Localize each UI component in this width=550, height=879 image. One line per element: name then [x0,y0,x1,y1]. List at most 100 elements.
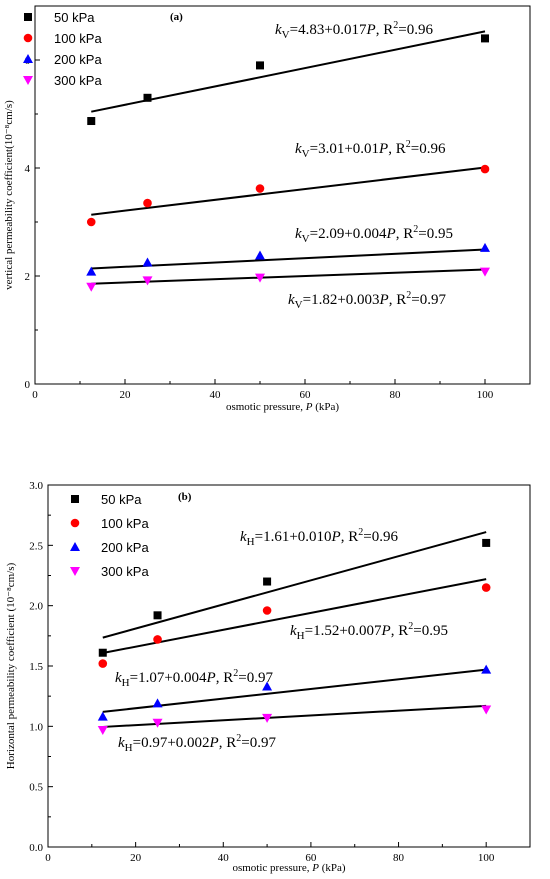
data-point [152,698,163,708]
chart-panel-1: 0 20 40 60 80 100 0.0 0.5 1.0 1.5 2.0 2.5 3.0 osmotic… [5,480,531,874]
data-point [256,61,264,70]
x-tick-label: 20 [120,389,132,401]
data-point [255,184,265,193]
y-axis-label: Horizontal permeability coefficient (10⁻… [5,562,17,769]
fit-equation: kH=1.07+0.004P, R2=0.97 [115,668,273,689]
x-tick-label: 100 [477,389,494,401]
data-point [262,713,273,723]
fit-equation: kH=0.97+0.002P, R2=0.97 [118,733,276,754]
x-tick-label: 40 [218,852,230,864]
fit-line [91,248,486,270]
series-1 [86,164,490,227]
y-tick-label: 1.5 [29,661,43,673]
data-point [480,267,490,277]
x-tick-label: 80 [390,389,402,401]
data-point [97,725,108,735]
data-point [152,718,163,728]
x-tick-label: 40 [210,389,222,401]
data-point [480,164,490,174]
x-tick-label: 60 [305,852,317,864]
data-point [481,664,492,674]
fit-line [102,531,487,639]
y-tick-label: 0.5 [29,782,43,794]
data-point [255,250,265,260]
fit-equation: kH=1.61+0.010P, R2=0.96 [240,527,398,548]
data-point [143,198,152,208]
data-point [86,217,96,227]
y-axis-label: vertical permeability coefficient(10⁻⁸cm… [3,100,15,290]
y-tick-label: 2 [25,271,31,283]
x-tick-label: 100 [478,852,495,864]
legend-label: 200 kPa [54,52,102,67]
legend-marker [71,495,79,503]
y-tick-label: 1.0 [29,721,43,733]
legend-marker [70,567,80,576]
fit-equation: kV=1.82+0.003P, R2=0.97 [288,290,446,311]
data-point [86,282,97,292]
data-point [480,242,490,252]
legend-marker [70,518,80,528]
data-point [97,711,108,721]
y-tick-label: 0 [25,379,31,391]
data-point [481,705,492,715]
series-1 [98,578,491,668]
y-tick-label: 2.5 [29,540,43,552]
x-tick-label: 0 [32,389,38,401]
series-3 [86,267,490,292]
legend-marker [23,76,33,85]
data-point [86,266,97,276]
data-point [142,257,153,267]
legend-label: 300 kPa [54,73,102,88]
y-tick-label: 0.0 [29,842,43,854]
legend-marker [23,54,33,63]
data-point [262,606,272,615]
legend-label: 100 kPa [54,31,102,46]
y-tick-label: 2.0 [29,601,43,613]
data-point [98,659,108,668]
data-point [143,93,152,102]
legend-label: 50 kPa [101,492,142,507]
x-axis-label: osmotic pressure, P (kPa) [232,862,345,874]
data-point [87,117,96,126]
x-tick-label: 60 [300,389,312,401]
fit-line [102,578,487,655]
panel-label: (b) [178,491,192,503]
data-point [481,583,491,592]
legend-marker [23,33,33,43]
chart-panel-0: 0204060801000246osmotic pressure, P (kPa… [3,5,531,413]
series-0 [87,30,489,126]
fit-equation: kV=2.09+0.004P, R2=0.95 [295,224,453,245]
fit-line [91,30,486,113]
data-point [482,538,491,547]
series-2 [86,242,490,276]
fit-line [91,166,486,216]
data-point [153,611,162,620]
data-point [153,635,162,644]
panel-label: (a) [170,11,183,23]
x-axis-label: osmotic pressure, P (kPa) [226,401,339,413]
series-2 [97,664,492,721]
fit-equation: kV=4.83+0.017P, R2=0.96 [275,20,433,41]
legend-label: 300 kPa [101,564,149,579]
data-point [142,276,153,286]
y-tick-label: 3.0 [29,480,43,492]
data-point [263,577,272,586]
legend-marker [24,13,32,21]
x-tick-label: 20 [130,852,142,864]
legend-label: 100 kPa [101,516,149,531]
data-point [481,34,489,43]
x-tick-label: 80 [393,852,405,864]
legend-label: 50 kPa [54,10,95,25]
legend-label: 200 kPa [101,540,149,555]
data-point [255,273,265,283]
x-tick-label: 0 [45,852,51,864]
fit-equation: kV=3.01+0.01P, R2=0.96 [295,139,446,160]
data-point [262,681,273,691]
y-tick-label: 4 [25,163,31,175]
fit-line [91,268,486,285]
legend-marker [70,542,80,551]
fit-equation: kH=1.52+0.007P, R2=0.95 [290,621,448,642]
fit-line [102,668,487,713]
series-3 [97,704,492,735]
